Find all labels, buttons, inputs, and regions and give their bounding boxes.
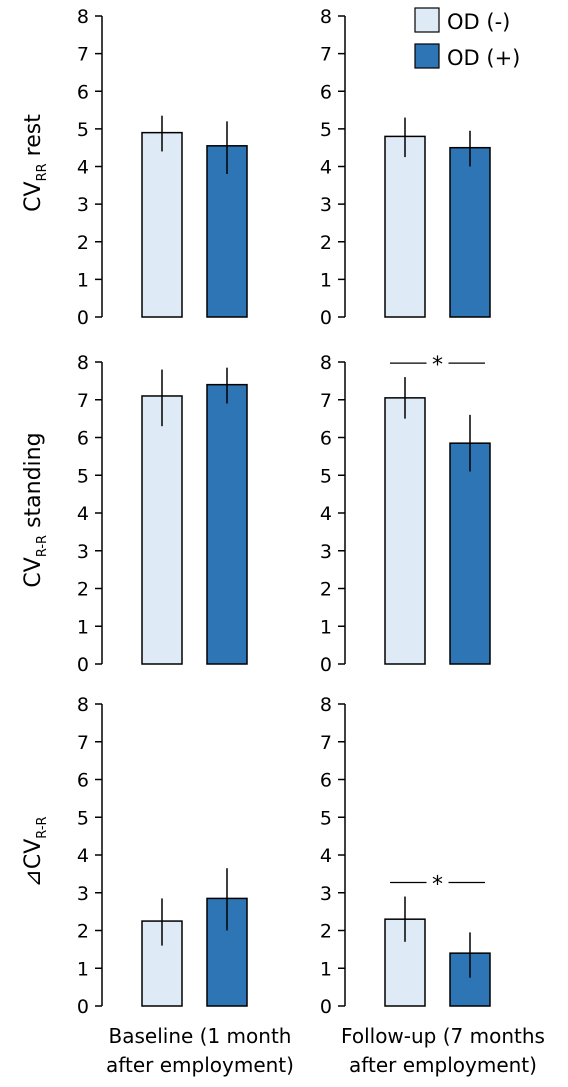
y-tick-label: 5 [320, 119, 332, 141]
y-tick-label: 1 [77, 616, 89, 638]
y-tick-label: 3 [77, 541, 89, 563]
legend-label-od-minus: OD (-) [447, 10, 510, 34]
bar-od-minus [141, 395, 183, 665]
y-tick-label: 4 [77, 503, 89, 525]
y-tick-label: 5 [77, 465, 89, 487]
y-tick-label: 4 [320, 845, 332, 867]
bar-od-plus [206, 145, 248, 318]
legend: OD (-) OD (+) [414, 7, 520, 70]
y-tick-label: 3 [320, 883, 332, 905]
y-tick-label: 2 [77, 232, 89, 254]
y-tick-label: 0 [320, 996, 332, 1018]
y-tick-label: 5 [77, 807, 89, 829]
y-tick-label: 7 [77, 44, 89, 66]
y-tick-label: 5 [320, 807, 332, 829]
y-tick-label: 8 [320, 6, 332, 28]
y-tick-label: 2 [77, 579, 89, 601]
row-2-sub: R-R [35, 816, 50, 838]
y-tick-label: 7 [320, 390, 332, 412]
y-tick-label: 0 [320, 307, 332, 329]
y-tick-label: 4 [320, 157, 332, 179]
row-0-main: CV [21, 181, 46, 211]
y-tick-label: 2 [320, 579, 332, 601]
y-tick-label: 7 [77, 390, 89, 412]
panel-0: 0 1 2 3 4 5 6 7 8 [77, 6, 248, 329]
y-tick-label: 8 [320, 694, 332, 716]
svg-text:CVRR rest: CVRR rest [21, 114, 50, 212]
panel-4: 0 1 2 3 4 5 6 7 8 [77, 694, 248, 1018]
legend-swatch-od-plus [414, 43, 440, 69]
y-tick-label: 3 [320, 541, 332, 563]
y-tick-label: 2 [77, 921, 89, 943]
y-tick-label: 7 [320, 44, 332, 66]
y-tick-label: 0 [77, 307, 89, 329]
svg-text:CVR-R standing: CVR-R standing [21, 432, 50, 587]
row-1-suffix: standing [21, 432, 46, 535]
y-tick-label: 0 [77, 996, 89, 1018]
row-label-2: ⊿CVR-R [21, 816, 50, 887]
panel-5: 0 1 2 3 4 5 6 7 8 * [320, 694, 491, 1018]
y-tick-label: 7 [320, 732, 332, 754]
row-2-main: CV [21, 839, 46, 869]
y-tick-label: 4 [77, 157, 89, 179]
y-tick-label: 7 [77, 732, 89, 754]
legend-label-od-plus: OD (+) [447, 46, 520, 70]
y-tick-label: 1 [77, 958, 89, 980]
y-tick-label: 1 [320, 616, 332, 638]
row-label-0: CVRR rest [21, 114, 50, 212]
y-tick-label: 2 [320, 232, 332, 254]
panel-3: 0 1 2 3 4 5 6 7 8 * [320, 352, 491, 676]
col-label-0-line2: after employment) [106, 1053, 294, 1077]
panel-1: 0 1 2 3 4 5 6 7 8 [320, 6, 491, 329]
svg-text:⊿CVR-R: ⊿CVR-R [21, 816, 50, 887]
y-tick-label: 6 [77, 428, 89, 450]
row-label-1: CVR-R standing [21, 432, 50, 587]
y-tick-label: 1 [320, 958, 332, 980]
y-tick-label: 1 [77, 269, 89, 291]
col-label-1-line2: after employment) [349, 1053, 537, 1077]
y-tick-label: 6 [77, 770, 89, 792]
row-1-sub: R-R [35, 535, 50, 557]
row-0-sub: RR [35, 163, 50, 181]
y-tick-label: 5 [320, 465, 332, 487]
y-tick-label: 6 [77, 81, 89, 103]
y-tick-label: 6 [320, 428, 332, 450]
y-tick-label: 8 [77, 6, 89, 28]
y-tick-label: 6 [320, 81, 332, 103]
bar-od-minus [384, 135, 426, 318]
significance-marker: * [432, 873, 443, 898]
y-tick-label: 8 [77, 694, 89, 716]
y-tick-label: 3 [77, 883, 89, 905]
y-tick-label: 0 [77, 654, 89, 676]
y-tick-label: 1 [320, 269, 332, 291]
row-2-prefix: ⊿ [21, 869, 46, 887]
y-tick-label: 5 [77, 119, 89, 141]
y-tick-label: 8 [320, 352, 332, 374]
col-label-0-line1: Baseline (1 month [109, 1024, 292, 1048]
bar-od-plus [449, 442, 491, 665]
y-tick-label: 4 [77, 845, 89, 867]
panels-layer: 0 1 2 3 4 5 6 7 8 0 1 2 3 4 5 6 7 8 0 1 2 3 4 5 6 7 8 0 1 2 3 4 5 6 7 8 * 0 1 2… [77, 6, 491, 1018]
legend-swatch-od-minus [414, 7, 440, 33]
y-tick-label: 6 [320, 770, 332, 792]
panel-2: 0 1 2 3 4 5 6 7 8 [77, 352, 248, 676]
bar-od-plus [206, 383, 248, 665]
significance-marker: * [432, 353, 443, 378]
y-tick-label: 3 [77, 194, 89, 216]
y-tick-label: 0 [320, 654, 332, 676]
row-0-suffix: rest [21, 114, 46, 164]
bar-od-plus [449, 146, 491, 318]
col-label-1-line1: Follow-up (7 months [341, 1024, 545, 1048]
row-1-main: CV [21, 557, 46, 587]
y-tick-label: 4 [320, 503, 332, 525]
y-tick-label: 3 [320, 194, 332, 216]
bar-od-minus [384, 397, 426, 665]
bar-od-minus [141, 131, 183, 318]
y-tick-label: 8 [77, 352, 89, 374]
y-tick-label: 2 [320, 921, 332, 943]
